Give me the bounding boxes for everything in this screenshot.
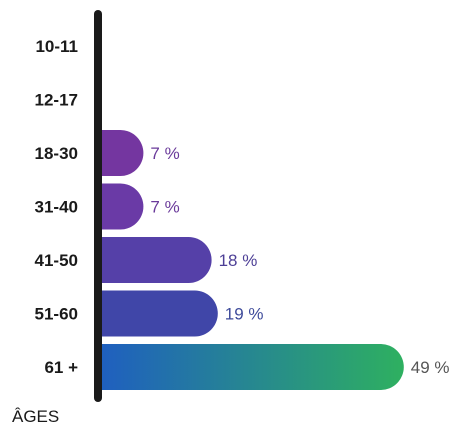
bar	[100, 130, 144, 176]
value-label: 19 %	[225, 305, 264, 324]
value-label: 7 %	[150, 198, 179, 217]
bar	[100, 237, 212, 283]
category-label: 61 +	[44, 358, 78, 377]
category-label: 31-40	[35, 198, 78, 217]
bar	[100, 344, 404, 390]
category-label: 12-17	[35, 91, 78, 110]
value-label: 7 %	[150, 144, 179, 163]
category-label: 10-11	[35, 37, 78, 56]
category-label: 51-60	[35, 305, 78, 324]
bar	[100, 183, 144, 230]
axis-title: ÂGES	[12, 407, 59, 426]
category-label: 41-50	[35, 251, 78, 270]
bar	[100, 290, 218, 337]
value-label: 49 %	[411, 358, 450, 377]
value-label: 18 %	[219, 251, 258, 270]
category-label: 18-30	[35, 144, 78, 163]
